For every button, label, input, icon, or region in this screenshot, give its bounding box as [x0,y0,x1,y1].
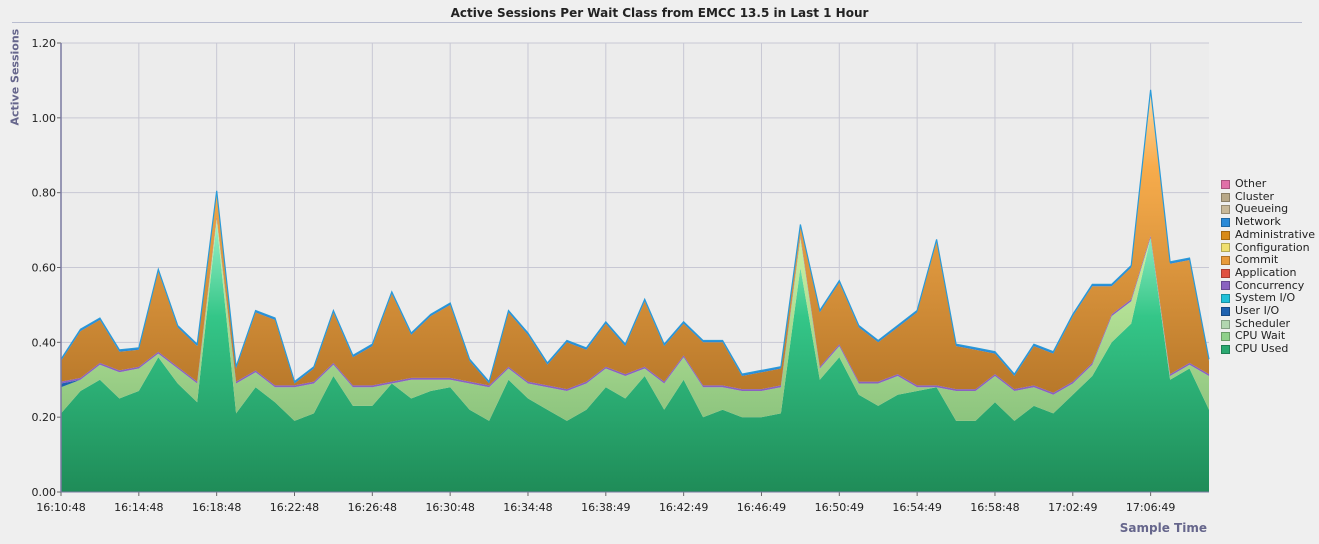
x-tick-label: 16:42:49 [659,501,708,514]
x-tick-label: 16:30:48 [425,501,474,514]
x-tick-label: 17:06:49 [1126,501,1175,514]
legend-swatch [1221,192,1230,202]
x-tick-label: 16:50:49 [815,501,864,514]
x-tick-label: 16:22:48 [270,501,319,514]
series-area-cpu-used [61,222,1209,492]
x-tick-label: 16:26:48 [348,501,397,514]
legend-swatch [1221,319,1230,329]
y-tick-label: 0.00 [32,486,57,499]
axes: 0.00 0.20 0.40 0.60 0.80 1.00 1.20 16:10:48 16:1… [32,37,1209,514]
y-tick-label: 0.60 [32,262,57,275]
legend-swatch [1221,344,1230,354]
legend-label: Commit [1235,253,1279,267]
legend-item-administrative: Administrative [1221,227,1316,242]
series-area-cpu-wait [61,218,1209,421]
legend-swatch [1221,217,1230,227]
y-tick-label: 0.80 [32,187,57,200]
y-tick-label: 0.20 [32,411,57,424]
legend-label: Network [1235,215,1281,229]
legend-item-user-i-o: User I/O [1221,304,1315,318]
x-tick-label: 16:10:48 [36,501,85,514]
x-tick-label: 16:38:49 [581,501,630,514]
x-tick-label: 17:02:49 [1048,501,1097,514]
legend-swatch [1221,294,1230,304]
legend-label: CPU Wait [1235,329,1286,343]
legend-swatch [1221,243,1230,253]
legend-label: User I/O [1235,304,1280,318]
legend-item-configuration: Configuration [1221,240,1315,255]
legend-item-cpu-wait: CPU Wait [1221,330,1315,343]
legend-item-commit: Commit [1221,254,1315,267]
series-area-commit [61,91,1209,393]
legend-label: Cluster [1235,189,1275,203]
x-tick-label: 16:34:48 [503,501,552,514]
legend-label: Concurrency [1235,278,1305,292]
legend-label: System I/O [1235,291,1296,305]
legend-label: Administrative [1235,227,1316,241]
series-areas [60,89,1210,492]
legend-swatch [1221,256,1230,266]
legend-label: Application [1235,265,1297,279]
title-divider [12,22,1302,23]
legend-label: Other [1235,177,1267,190]
y-axis-label: Active Sessions [8,28,22,126]
legend-swatch [1221,268,1230,278]
legend-label: Configuration [1235,240,1310,254]
legend-swatch [1221,205,1230,215]
x-tick-label: 16:14:48 [114,501,163,514]
stack-top-outline [60,89,1210,383]
legend-item-other: Other [1221,177,1315,191]
y-tick-label: 1.00 [32,112,57,125]
legend-item-cluster: Cluster [1221,189,1315,204]
legend-item-scheduler: Scheduler [1221,316,1315,331]
legend-swatch [1221,281,1230,291]
legend-label: Queueing [1235,202,1289,216]
chart-title: Active Sessions Per Wait Class from EMCC… [450,6,869,20]
x-axis-label: Sample Time [1119,521,1207,535]
legend-swatch [1221,332,1230,342]
legend-swatch [1221,306,1230,316]
legend-label: Scheduler [1235,316,1291,330]
x-tick-label: 16:54:49 [892,501,941,514]
legend-item-system-i-o: System I/O [1221,292,1315,305]
x-tick-label: 16:58:48 [970,501,1019,514]
legend-item-queueing: Queueing [1221,203,1315,216]
legend-swatch [1221,230,1230,240]
legend-swatch [1221,179,1230,189]
legend-item-application: Application [1221,265,1315,280]
x-tick-label: 16:46:49 [737,501,786,514]
legend-item-concurrency: Concurrency [1221,278,1315,293]
legend-label: CPU Used [1235,342,1289,356]
legend-item-cpu-used: CPU Used [1221,342,1315,356]
y-tick-label: 1.20 [32,37,57,50]
y-tick-label: 0.40 [32,336,57,349]
legend-item-network: Network [1221,215,1315,229]
x-tick-label: 16:18:48 [192,501,241,514]
legend: Other Cluster Queueing Network Administrativ… [1221,177,1316,356]
